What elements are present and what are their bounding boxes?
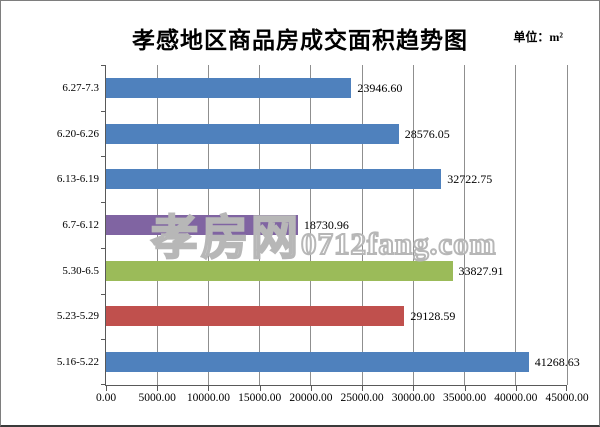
- bar: [106, 215, 298, 235]
- value-label: 23946.60: [357, 80, 403, 95]
- y-axis-tick: [101, 65, 106, 66]
- x-axis-label: 15000.00: [238, 392, 282, 404]
- x-axis-label: 20000.00: [289, 392, 333, 404]
- y-axis-tick: [101, 156, 106, 157]
- x-axis-tick: [566, 385, 567, 391]
- bar: [106, 306, 405, 327]
- bar: [106, 169, 442, 190]
- chart-title: 孝感地区商品房成交面积趋势图: [132, 28, 468, 53]
- x-axis-label: 35000.00: [442, 392, 487, 404]
- gridline: [515, 65, 517, 385]
- x-axis-label: 45000.00: [545, 392, 589, 404]
- unit-label: 单位：m²: [513, 30, 563, 44]
- category-label: 6.27-7.3: [62, 81, 99, 94]
- y-axis-tick: [101, 339, 106, 340]
- category-label: 6.20-6.26: [56, 127, 99, 140]
- y-axis-tick: [101, 248, 106, 249]
- gridline: [412, 65, 414, 385]
- category-label: 6.13-6.19: [56, 173, 99, 186]
- category-label: 5.16-5.22: [56, 356, 99, 369]
- x-axis-tick: [106, 385, 107, 391]
- x-axis-tick: [310, 385, 312, 391]
- gridline: [566, 65, 568, 385]
- x-axis-tick: [515, 385, 517, 391]
- x-axis-label: 0.00: [95, 392, 117, 404]
- bar: [106, 260, 453, 281]
- y-axis-tick: [101, 384, 106, 385]
- value-label: 29128.59: [410, 309, 456, 324]
- value-label: 18730.96: [303, 218, 349, 232]
- x-axis-label: 30000.00: [391, 392, 435, 404]
- x-axis-tick: [259, 385, 261, 391]
- x-axis-label: 10000.00: [186, 392, 230, 404]
- x-axis-tick: [362, 385, 364, 391]
- bar: [106, 352, 529, 373]
- x-axis-tick: [208, 385, 210, 391]
- x-axis-tick: [157, 385, 159, 391]
- value-label: 28576.05: [404, 126, 450, 141]
- plot-area: 0.00 5000.00 10000.00 15000.00 20000.00 25000…: [57, 65, 589, 404]
- y-axis-tick: [101, 294, 106, 295]
- x-axis-label: 5000.00: [138, 392, 176, 404]
- gridline: [310, 65, 312, 385]
- bar: [106, 77, 352, 98]
- value-label: 33827.91: [458, 263, 504, 278]
- gridline: [361, 65, 363, 385]
- bar: [106, 123, 399, 144]
- category-label: 5.30-6.5: [62, 264, 99, 277]
- x-axis-label: 40000.00: [494, 392, 538, 404]
- category-label: 6.7-6.12: [62, 219, 99, 231]
- gridline: [464, 65, 466, 385]
- x-axis-tick: [464, 385, 466, 391]
- y-axis-tick: [101, 202, 106, 203]
- x-axis-label: 25000.00: [340, 392, 384, 404]
- value-label: 41268.63: [534, 355, 580, 370]
- category-label: 5.23-5.29: [56, 310, 99, 323]
- value-label: 32722.75: [447, 172, 493, 187]
- x-axis-tick: [413, 385, 415, 391]
- y-axis-tick: [101, 111, 106, 112]
